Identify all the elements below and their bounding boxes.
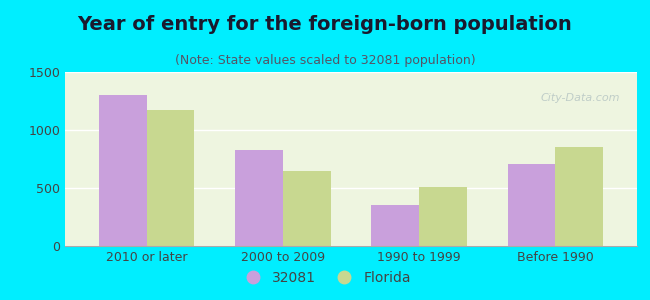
Bar xyxy=(235,150,283,246)
Bar xyxy=(283,171,331,246)
Bar xyxy=(99,95,147,246)
Bar xyxy=(508,164,555,246)
Legend: 32081, Florida: 32081, Florida xyxy=(233,265,417,290)
Text: Year of entry for the foreign-born population: Year of entry for the foreign-born popul… xyxy=(77,15,573,34)
Bar xyxy=(147,110,194,246)
Text: (Note: State values scaled to 32081 population): (Note: State values scaled to 32081 popu… xyxy=(175,54,475,67)
Bar xyxy=(371,206,419,246)
Text: City-Data.com: City-Data.com xyxy=(540,93,620,103)
Bar xyxy=(555,147,603,246)
Bar xyxy=(419,187,467,246)
